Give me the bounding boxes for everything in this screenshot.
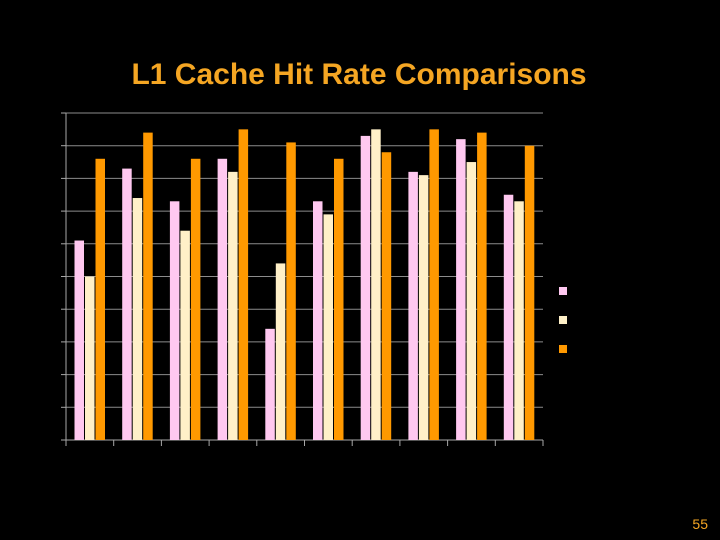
bar [313,201,323,440]
bar [238,129,249,440]
bar [169,201,180,440]
bar [85,276,95,440]
bar [74,240,84,440]
bar [143,132,153,440]
bar [408,171,418,441]
legend-item-series-2 [559,316,568,325]
bar [228,171,238,441]
bar [371,129,381,440]
bar [524,145,535,440]
legend-swatch-series-2 [559,316,567,324]
bar [190,158,201,440]
bar [466,162,477,441]
bar [456,139,466,440]
bar [180,230,190,440]
bar [503,194,514,440]
page-number: 55 [692,516,708,532]
bar [122,168,132,440]
bar [286,142,296,440]
legend-item-series-1 [559,287,568,296]
bar [514,201,524,440]
bar [275,263,286,440]
bar [265,328,275,440]
slide-title: L1 Cache Hit Rate Comparisons [131,58,587,91]
bar [477,132,487,440]
legend-swatch-series-1 [559,287,567,295]
legend [559,287,568,374]
bar [334,158,344,440]
bar [95,158,105,440]
bar [323,214,333,440]
bar [381,152,392,441]
bar [217,158,228,440]
bar [360,135,371,440]
bar [429,129,439,440]
bar [132,198,143,440]
legend-swatch-series-3 [559,345,567,353]
legend-item-series-3 [559,345,568,354]
bar [418,175,429,440]
